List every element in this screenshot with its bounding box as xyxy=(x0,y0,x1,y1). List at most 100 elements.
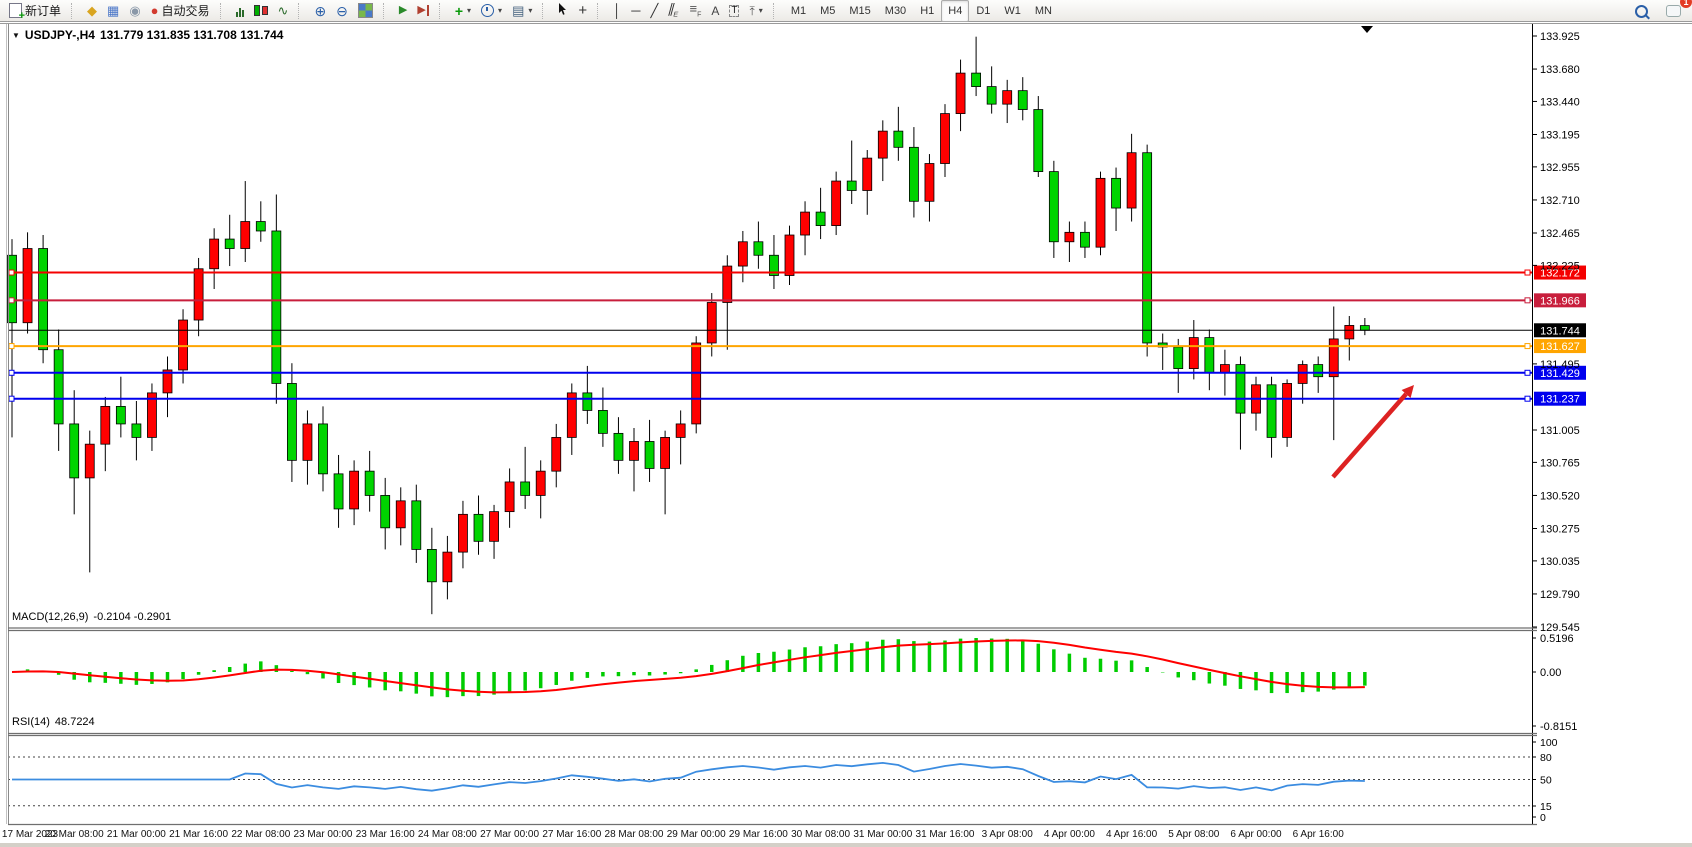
trendline-icon: ╱ xyxy=(650,3,659,18)
chevron-down-icon: ▾ xyxy=(498,6,503,15)
macd-pane: 0.5196 0.00 -0.8151 xyxy=(11,633,1577,733)
candlestick-chart-icon xyxy=(253,4,268,17)
toolbar-separator xyxy=(382,2,390,19)
svg-text:0: 0 xyxy=(1540,812,1546,824)
market-watch-button[interactable]: ▦ xyxy=(102,0,124,22)
timeframe-h4-button[interactable]: H4 xyxy=(941,0,970,22)
notifications-button[interactable]: 1 xyxy=(1661,0,1692,22)
trend-arrow-annotation[interactable] xyxy=(1331,385,1414,479)
date-axis-label: 20 Mar 08:00 xyxy=(45,829,104,840)
date-axis-label: 22 Mar 08:00 xyxy=(231,829,290,840)
crosshair-button[interactable]: + xyxy=(573,0,592,22)
svg-text:130.035: 130.035 xyxy=(1540,556,1580,568)
date-axis-label: 5 Apr 08:00 xyxy=(1168,829,1220,840)
templates-button[interactable]: ▤ ▾ xyxy=(507,0,537,22)
text-button[interactable]: A xyxy=(706,0,724,22)
svg-text:130.275: 130.275 xyxy=(1540,524,1580,536)
equidistant-channel-button[interactable]: ∥E xyxy=(663,0,684,22)
cursor-button[interactable] xyxy=(553,0,573,22)
timeframe-m15-button[interactable]: M15 xyxy=(849,4,871,17)
svg-text:133.440: 133.440 xyxy=(1540,96,1580,108)
timeframe-mn-button[interactable]: MN xyxy=(1034,4,1052,17)
date-axis-label: 21 Mar 00:00 xyxy=(107,829,166,840)
svg-text:133.195: 133.195 xyxy=(1540,130,1580,142)
bar-chart-button[interactable] xyxy=(231,0,249,22)
notification-badge: 1 xyxy=(1680,0,1692,8)
auto-trading-button[interactable]: ● 自动交易 xyxy=(146,0,215,22)
rsi-value: 48.7224 xyxy=(54,716,95,728)
text-label-button[interactable]: T xyxy=(724,0,744,22)
timeframe-w1-button[interactable]: W1 xyxy=(1004,4,1021,17)
line-chart-button[interactable]: ∿ xyxy=(273,0,294,22)
chart-shift-button[interactable]: ▶ xyxy=(412,0,433,22)
new-order-button[interactable]: 新订单 xyxy=(4,0,66,22)
price-chart-canvas[interactable]: 0.5196 0.00 -0.8151 100 80 50 150 132.172 131.96… xyxy=(0,22,1692,847)
styler-button[interactable]: ◆ xyxy=(82,0,102,22)
date-axis-label: 23 Mar 16:00 xyxy=(356,829,415,840)
svg-text:131.966: 131.966 xyxy=(1540,295,1580,307)
crosshair-icon: + xyxy=(578,2,588,19)
candlestick-chart-button[interactable] xyxy=(249,0,273,22)
date-axis-label: 31 Mar 00:00 xyxy=(853,829,912,840)
search-icon xyxy=(1635,4,1648,18)
svg-text:0.00: 0.00 xyxy=(1540,667,1561,679)
toolbar-separator xyxy=(298,2,305,19)
svg-text:-0.8151: -0.8151 xyxy=(1540,721,1577,733)
chevron-down-icon: ▾ xyxy=(467,6,472,15)
horizontal-line-button[interactable]: ─ xyxy=(626,0,645,22)
svg-text:131.495: 131.495 xyxy=(1540,359,1580,371)
date-axis-label: 27 Mar 00:00 xyxy=(480,829,539,840)
horizontal-lines[interactable]: 132.172 131.966 131.744 131.627 131.429 131.2… xyxy=(8,265,1586,406)
tile-windows-button[interactable] xyxy=(353,0,378,22)
indicators-button[interactable]: + ▾ xyxy=(450,0,476,22)
bar-chart-icon xyxy=(235,5,244,17)
svg-text:131.237: 131.237 xyxy=(1540,394,1580,406)
equidistant-channel-icon: ∥E xyxy=(666,1,680,19)
periods-icon xyxy=(481,4,495,17)
timeframe-d1-button[interactable]: D1 xyxy=(976,4,991,17)
svg-text:133.680: 133.680 xyxy=(1540,64,1580,76)
chevron-down-icon: ▾ xyxy=(758,6,763,15)
arrows-button[interactable]: ⤒ ▾ xyxy=(744,0,767,22)
svg-text:132.172: 132.172 xyxy=(1540,268,1580,280)
zoom-in-button[interactable]: ⊕ xyxy=(309,0,331,22)
auto-scroll-button[interactable]: ▶ xyxy=(394,0,412,22)
date-axis-label: 28 Mar 08:00 xyxy=(605,829,664,840)
date-axis-label: 27 Mar 16:00 xyxy=(542,829,601,840)
svg-text:131.627: 131.627 xyxy=(1540,341,1580,353)
search-button[interactable] xyxy=(1630,0,1653,22)
timeframe-m1-button[interactable]: M1 xyxy=(790,4,807,17)
auto-trading-icon: ● xyxy=(150,3,159,18)
zoom-in-icon: ⊕ xyxy=(314,2,327,19)
timeframe-m30-button[interactable]: M30 xyxy=(884,4,907,17)
arrows-icon: ⤒ xyxy=(749,3,755,18)
auto-trading-button-label: 自动交易 xyxy=(161,4,210,18)
date-axis-label: 29 Mar 16:00 xyxy=(729,829,788,840)
signals-button[interactable]: ◉ xyxy=(124,0,145,22)
toolbar-separator xyxy=(772,2,780,19)
axes-layer: 133.925 133.680 133.440 133.195 132.955 132.7… xyxy=(0,23,1692,840)
chart-window[interactable]: 0.5196 0.00 -0.8151 100 80 50 15 0 132.172 131.96… xyxy=(0,22,1692,847)
timeframe-h1-button[interactable]: H1 xyxy=(920,4,935,17)
zoom-out-button[interactable]: ⊖ xyxy=(331,0,353,22)
indicators-icon: + xyxy=(454,2,464,19)
date-axis-label: 4 Apr 00:00 xyxy=(1044,829,1096,840)
svg-text:130.765: 130.765 xyxy=(1540,457,1580,469)
fibonacci-button[interactable]: ≡F xyxy=(684,0,706,22)
fibonacci-icon: ≡F xyxy=(689,1,702,19)
svg-text:50: 50 xyxy=(1540,775,1552,787)
svg-text:130.520: 130.520 xyxy=(1540,490,1580,502)
rsi-pane: 100 80 50 150 xyxy=(8,737,1558,824)
date-axis-label: 6 Apr 16:00 xyxy=(1293,829,1345,840)
svg-text:0.5196: 0.5196 xyxy=(1540,633,1574,645)
toolbar-separator xyxy=(219,2,227,19)
periods-button[interactable]: ▾ xyxy=(476,0,507,22)
timeframe-m5-button[interactable]: M5 xyxy=(820,4,836,17)
text-icon: A xyxy=(711,3,720,18)
new-order-button-label: 新订单 xyxy=(25,4,62,18)
vertical-line-button[interactable]: │ xyxy=(608,0,626,22)
trendline-button[interactable]: ╱ xyxy=(645,0,663,22)
svg-text:131.744: 131.744 xyxy=(1540,325,1580,337)
chart-list-toggle-icon[interactable]: ▼ xyxy=(12,30,20,40)
svg-text:132.465: 132.465 xyxy=(1540,228,1580,240)
